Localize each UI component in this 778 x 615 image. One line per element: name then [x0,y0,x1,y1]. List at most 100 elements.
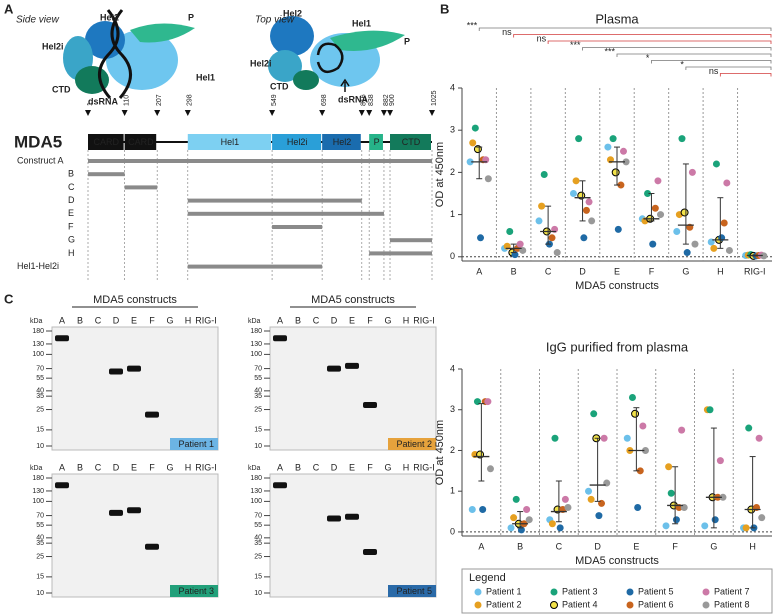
lane-label: H [403,315,410,325]
lane-label: G [166,315,173,325]
data-point [525,516,533,524]
domain-label: CARD [128,137,154,147]
y-axis-label: OD at 450nm [434,420,446,485]
data-point [678,426,686,434]
significance-label: * [680,59,684,69]
significance-label: ns [502,27,512,37]
y-tick-label: 2 [450,445,455,455]
position-label: 1025 [431,90,438,106]
construct-label: G [68,235,75,245]
data-point [672,516,680,524]
x-tick-label: H [717,266,724,276]
structure-label: Hel2 [283,8,302,18]
structure-label: P [188,12,194,22]
data-point [701,522,709,530]
lane-label: D [331,315,338,325]
position-label: 900 [389,94,396,106]
data-point [569,189,577,197]
y-tick-label: 2 [450,167,455,177]
marker-label: 100 [32,351,44,358]
data-point [468,506,476,514]
marker-label: 180 [250,475,262,482]
legend-label: Patient 4 [562,599,598,609]
lane-label: RIG-I [195,315,217,325]
band [345,513,359,520]
position-label: 816 [361,94,368,106]
significance-label: *** [604,46,615,56]
construct-label: H [68,248,75,258]
legend-label: Patient 8 [714,599,750,609]
data-point [564,503,572,511]
data-point [755,434,763,442]
construct-bar [187,264,323,269]
position-label: 207 [156,94,163,106]
band [273,335,287,342]
data-point [688,168,696,176]
data-point [575,135,583,143]
band [273,482,287,489]
band [55,482,69,489]
data-point [469,139,477,147]
unit-label: kDa [30,318,43,325]
lane-label: C [95,315,102,325]
data-point [620,147,627,155]
x-axis-label: MDA5 constructs [575,555,659,567]
data-point [622,158,630,166]
blot [269,326,437,451]
position-label: 298 [187,94,194,106]
data-point [628,394,636,402]
lane-label: A [277,462,283,472]
lane-label: H [185,462,192,472]
structure-label: Hel1 [352,18,371,28]
significance-bracket [651,60,772,64]
lane-label: B [295,315,301,325]
band [145,543,159,550]
x-tick-label: A [476,266,482,276]
data-point [745,424,753,432]
lane-label: A [277,315,283,325]
position-arrow [269,110,276,116]
unit-label: kDa [30,465,43,472]
patient-tag-label: Patient 5 [396,586,432,596]
patient-tag [388,438,436,450]
marker-label: 55 [254,522,262,529]
x-tick-label: G [682,266,689,276]
x-tick-label: E [633,541,639,551]
marker-label: 35 [254,393,262,400]
data-point [712,160,720,168]
legend-label: Patient 2 [486,599,522,609]
band [345,362,359,369]
data-point [582,206,590,214]
lane-label: F [149,462,155,472]
patient-tag-label: Patient 3 [178,586,214,596]
data-point [634,503,642,511]
chart-title: IgG purified from plasma [546,339,689,354]
data-point [471,124,479,132]
data-point [639,422,647,430]
band [127,507,141,514]
data-point [535,217,543,225]
band [55,335,69,342]
lane-label: H [185,315,192,325]
marker-label: 25 [36,553,44,560]
data-point [580,234,588,242]
y-axis-label: OD at 450nm [434,142,446,207]
construct-label: Hel1-Hel2i [17,261,59,271]
marker-label: 15 [36,427,44,434]
data-point [466,158,474,166]
band [327,515,341,522]
lane-label: G [166,462,173,472]
significance-bracket [513,34,772,38]
position-label: 882 [383,94,390,106]
legend-label: Patient 7 [714,586,750,596]
marker-label: 180 [32,328,44,335]
marker-label: 15 [36,574,44,581]
patient-tag-label: Patient 2 [396,439,432,449]
band [327,365,341,372]
data-point [680,208,689,217]
data-point [611,168,620,177]
position-arrow [366,110,373,116]
position-label: 110 [123,95,130,106]
data-point [604,143,612,151]
data-point [585,198,593,206]
